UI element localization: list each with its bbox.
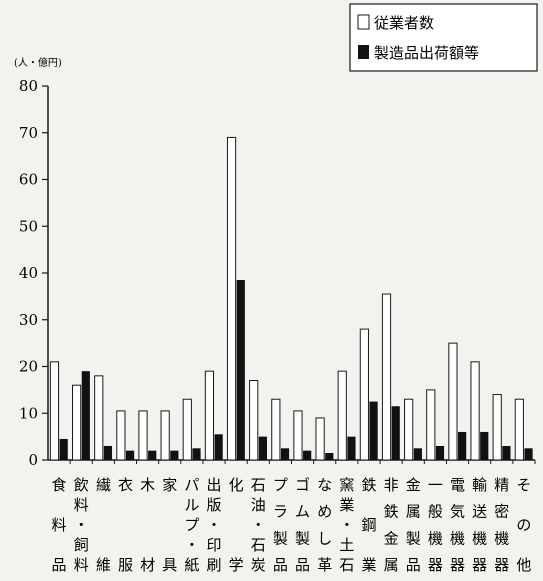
bar-employees-12	[315, 417, 325, 461]
bar-shipments-0	[59, 438, 68, 460]
category-label: 家具	[162, 476, 177, 574]
category-label: 輸送機器	[472, 476, 487, 574]
bar-employees-15	[381, 293, 392, 461]
bar-shipments-15	[391, 406, 400, 460]
bar-shipments-5	[170, 450, 179, 460]
category-label: 金属製品	[406, 476, 421, 574]
category-label: 食料品	[52, 476, 67, 574]
category-label: 出版・印刷	[207, 476, 222, 574]
bar-employees-1	[72, 384, 82, 461]
bar-shipments-19	[480, 431, 489, 460]
category-label: 木材	[140, 476, 155, 574]
bar-shipments-14	[369, 401, 378, 460]
bar-employees-2	[94, 375, 104, 461]
bar-shipments-12	[325, 452, 334, 460]
y-tick-label: 50	[19, 217, 38, 235]
y-tick-label: 0	[28, 451, 38, 469]
category-label: 繊維	[96, 476, 111, 574]
y-tick-label: 70	[19, 124, 38, 142]
category-labels: 食料品飲料・飼料繊維衣服木材家具パルプ・紙出版・印刷化学石油・石炭プラ製品ゴム製…	[52, 460, 536, 574]
category-label: その他	[516, 476, 531, 574]
bars	[49, 136, 533, 461]
bar-employees-0	[49, 361, 60, 461]
bar-shipments-7	[214, 434, 223, 460]
bar-employees-11	[293, 410, 303, 461]
bar-shipments-18	[458, 431, 467, 460]
bar-shipments-3	[125, 450, 135, 460]
bar-shipments-4	[148, 450, 157, 460]
y-tick-label: 80	[19, 77, 38, 95]
legend-label-shipments: 製造品出荷額等	[374, 44, 479, 62]
y-axis-unit-label: (人・億円)	[14, 56, 62, 69]
category-label: なめし革	[317, 476, 332, 574]
legend-box	[349, 3, 538, 72]
bar-employees-8	[226, 136, 237, 461]
bar-employees-4	[138, 410, 148, 461]
y-tick-label: 60	[19, 171, 38, 189]
bar-shipments-17	[435, 445, 445, 460]
bar-shipments-10	[280, 448, 290, 460]
y-tick-label: 10	[19, 404, 38, 422]
bar-employees-17	[426, 389, 436, 461]
bar-shipments-16	[413, 448, 422, 460]
bar-shipments-21	[524, 448, 533, 460]
bar-shipments-1	[81, 371, 90, 460]
bar-shipments-20	[502, 445, 511, 460]
bar-employees-6	[182, 398, 192, 461]
bar-employees-21	[514, 398, 524, 461]
category-label: 非鉄金属	[384, 476, 399, 574]
category-label: 衣服	[118, 476, 133, 574]
bar-shipments-11	[303, 450, 312, 460]
legend-label-employees: 従業者数	[374, 14, 434, 32]
bar-employees-13	[337, 370, 347, 461]
category-label: ゴム製品	[295, 476, 310, 574]
legend-swatch-shipments	[358, 45, 369, 59]
bar-employees-18	[448, 342, 458, 461]
category-label: 石油・石炭	[251, 476, 266, 574]
bar-employees-5	[160, 410, 170, 461]
category-label: 化学	[229, 476, 244, 574]
y-tick-label: 40	[19, 264, 38, 282]
legend: 従業者数 製造品出荷額等	[349, 3, 538, 72]
bar-shipments-2	[103, 445, 113, 460]
category-label: パルプ・紙	[184, 476, 199, 574]
bar-employees-10	[271, 398, 281, 461]
bar-employees-16	[404, 398, 414, 461]
y-tick-label: 20	[19, 358, 38, 376]
category-label: 鉄鋼業	[361, 476, 376, 574]
category-label: 飲料・飼料	[74, 476, 89, 574]
category-label: プラ製品	[273, 476, 288, 574]
bar-employees-19	[470, 361, 480, 461]
category-label: 精密機器	[494, 476, 509, 574]
legend-swatch-employees	[357, 14, 370, 30]
bar-shipments-8	[236, 280, 245, 460]
category-label: 窯業・土石	[339, 476, 354, 574]
category-label: 一般機器	[428, 476, 443, 574]
bar-employees-20	[492, 394, 502, 461]
bar-employees-14	[359, 328, 369, 461]
bar-shipments-6	[192, 448, 201, 460]
bar-employees-9	[249, 380, 259, 461]
chart-axes	[47, 86, 535, 461]
bar-shipments-9	[258, 436, 267, 460]
category-label: 電気機器	[450, 476, 465, 574]
bar-shipments-13	[347, 436, 356, 460]
y-tick-label: 30	[19, 311, 38, 329]
bar-employees-7	[204, 370, 215, 461]
bar-employees-3	[116, 410, 126, 461]
y-axis-ticks: 0 10 20 30 40 50 60 70 80	[19, 77, 48, 469]
